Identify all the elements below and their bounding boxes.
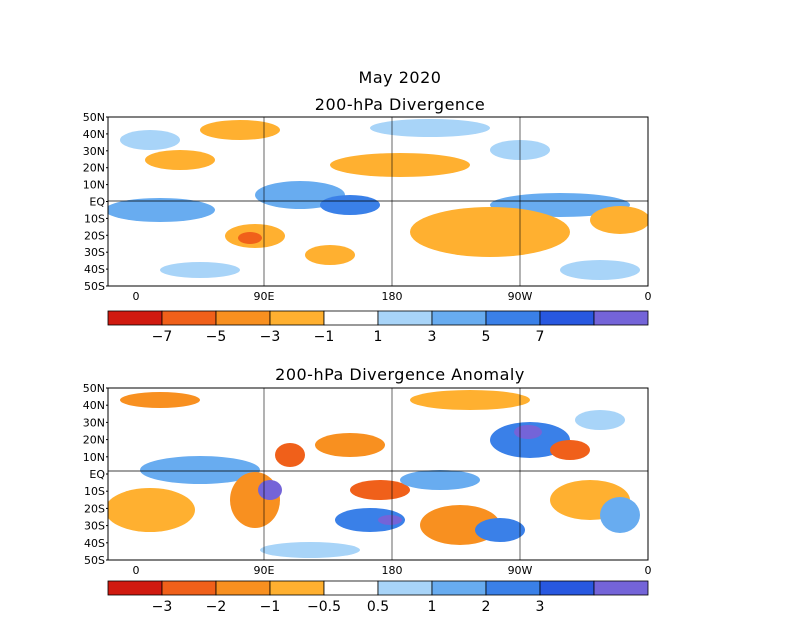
latitude-label: 10N: [83, 179, 105, 192]
colorbar-label: 1: [428, 599, 437, 615]
latitude-label: 40N: [83, 128, 105, 141]
panel-2-title: 200-hPa Divergence Anomaly: [275, 365, 525, 384]
colorbar-swatch: [539, 310, 595, 326]
colorbar-swatch: [107, 310, 163, 326]
longitude-label: 180: [382, 290, 403, 303]
panel-1-colorbar: −7 −5 −3 −1 1 3 5 7: [107, 310, 649, 345]
panel-1-shading: [108, 119, 648, 280]
colorbar-swatch: [215, 580, 271, 596]
colorbar-label: −3: [152, 599, 173, 615]
colorbar-label: −1: [314, 329, 335, 345]
panel-2-colorbar: −3 −2 −1 −0.5 0.5 1 2 3: [107, 580, 649, 615]
latitude-label: 10S: [84, 212, 105, 225]
colorbar-label: −7: [152, 329, 173, 345]
colorbar-swatch: [377, 580, 433, 596]
colorbar-label: 7: [536, 329, 545, 345]
colorbar-swatch: [269, 580, 325, 596]
colorbar-swatch: [161, 310, 217, 326]
longitude-label: 0: [133, 290, 140, 303]
panel-2-longitude-labels: 0 90E 180 90W 0: [133, 564, 652, 577]
longitude-label: 90E: [254, 564, 275, 577]
latitude-label: 30N: [83, 145, 105, 158]
colorbar-label: −0.5: [307, 599, 341, 615]
colorbar-label: 2: [482, 599, 491, 615]
latitude-label: 50N: [83, 111, 105, 124]
panel-2-map: 50N 40N 30N 20N 10N EQ 10S 20S 30S 40S 50S 0 90E 180…: [83, 382, 652, 577]
colorbar-label: 0.5: [367, 599, 389, 615]
latitude-label: EQ: [89, 468, 105, 481]
colorbar-swatch: [323, 580, 379, 596]
longitude-label: 0: [645, 564, 652, 577]
colorbar-swatch: [107, 580, 163, 596]
colorbar-swatch: [377, 310, 433, 326]
latitude-label: 20S: [84, 502, 105, 515]
latitude-label: 20N: [83, 434, 105, 447]
colorbar-label: 3: [428, 329, 437, 345]
latitude-label: 10S: [84, 485, 105, 498]
colorbar-label: −2: [206, 599, 227, 615]
panel-2-shading: [108, 390, 640, 558]
latitude-label: 40S: [84, 263, 105, 276]
colorbar-label: −3: [260, 329, 281, 345]
latitude-label: 30S: [84, 520, 105, 533]
latitude-label: 30N: [83, 416, 105, 429]
colorbar-swatch: [593, 580, 649, 596]
latitude-label: 50S: [84, 554, 105, 567]
panel-1-title: 200-hPa Divergence: [314, 95, 486, 114]
longitude-label: 90E: [254, 290, 275, 303]
colorbar-swatch: [323, 310, 379, 326]
colorbar-swatch: [485, 580, 541, 596]
longitude-label: 0: [133, 564, 140, 577]
colorbar-label: −1: [260, 599, 281, 615]
colorbar-swatch: [593, 310, 649, 326]
colorbar-swatch: [431, 580, 487, 596]
panel-1-map: 50N 40N 30N 20N 10N EQ 10S 20S 30S 40S 50S 0 90E 180…: [83, 111, 652, 303]
latitude-label: 20S: [84, 229, 105, 242]
colorbar-label: 1: [374, 329, 383, 345]
longitude-label: 180: [382, 564, 403, 577]
latitude-label: 40N: [83, 399, 105, 412]
longitude-label: 90W: [508, 564, 533, 577]
latitude-label: 50S: [84, 280, 105, 293]
latitude-label: EQ: [89, 196, 105, 209]
colorbar-swatch: [161, 580, 217, 596]
colorbar-swatch: [215, 310, 271, 326]
latitude-label: 30S: [84, 246, 105, 259]
colorbar-swatch: [269, 310, 325, 326]
colorbar-label: −5: [206, 329, 227, 345]
panel-1-longitude-labels: 0 90E 180 90W 0: [133, 290, 652, 303]
colorbar-swatch: [431, 310, 487, 326]
panel-2-latitude-labels: 50N 40N 30N 20N 10N EQ 10S 20S 30S 40S 50S: [83, 382, 108, 567]
latitude-label: 10N: [83, 451, 105, 464]
colorbar-swatch: [539, 580, 595, 596]
latitude-label: 50N: [83, 382, 105, 395]
colorbar-swatch: [485, 310, 541, 326]
figure-title: May 2020: [358, 68, 442, 87]
latitude-label: 20N: [83, 162, 105, 175]
panel-1-latitude-labels: 50N 40N 30N 20N 10N EQ 10S 20S 30S 40S 50S: [83, 111, 108, 293]
colorbar-label: 3: [536, 599, 545, 615]
latitude-label: 40S: [84, 537, 105, 550]
colorbar-label: 5: [482, 329, 491, 345]
longitude-label: 0: [645, 290, 652, 303]
longitude-label: 90W: [508, 290, 533, 303]
